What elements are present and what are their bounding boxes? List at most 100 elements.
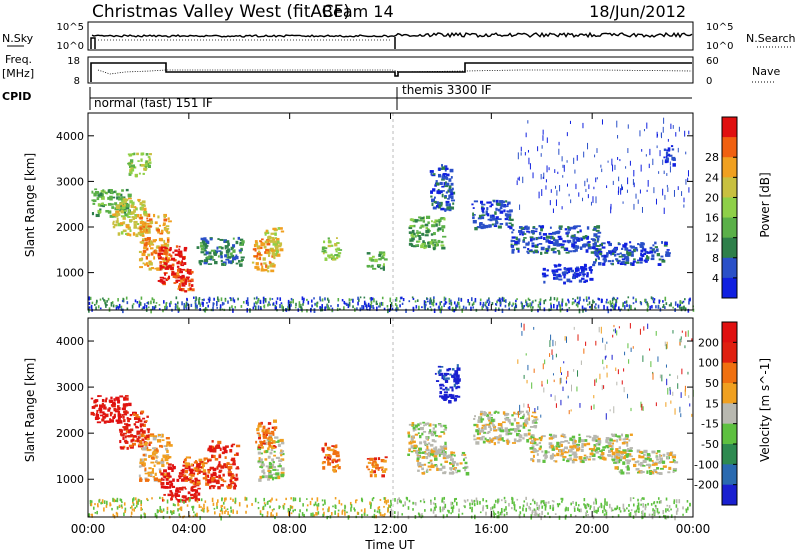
data-cell [444,396,448,400]
data-cell [626,304,628,308]
data-cell [615,451,620,455]
data-cell [562,433,566,436]
data-cell [183,458,187,462]
data-cell [507,419,511,423]
data-cell [581,271,585,274]
data-cell [113,408,117,411]
data-cell [337,466,341,470]
data-cell [540,235,543,240]
data-cell [478,214,483,218]
data-cell [245,510,247,514]
data-cell [254,248,257,252]
data-cell [143,443,148,446]
data-cell [171,485,176,489]
data-cell [192,506,194,511]
data-cell [215,301,218,307]
y-tick-label: 1000 [56,267,84,280]
data-cell [653,511,656,517]
data-cell [497,514,500,519]
data-cell [112,225,116,229]
data-cell [444,185,449,188]
data-cell [413,444,418,448]
data-cell [139,439,143,444]
data-cell [600,504,603,509]
data-cell [131,442,136,446]
data-cell [207,470,211,474]
data-cell [101,402,104,406]
data-cell [193,492,197,496]
data-cell [513,418,517,422]
data-cell [259,475,263,479]
data-cell [624,247,629,251]
data-cell [272,302,275,306]
data-cell [595,247,599,251]
data-cell [115,305,118,310]
data-cell [273,256,276,260]
data-cell [267,469,271,473]
data-cell [439,217,443,220]
data-cell [657,305,660,309]
data-cell [443,471,447,474]
data-cell [528,505,530,510]
data-cell [430,172,433,176]
data-cell [643,248,647,252]
data-cell [219,307,222,311]
data-cell [261,461,264,464]
data-cell [557,441,562,446]
data-cell [573,241,577,244]
data-cell [613,297,616,300]
data-cell [441,193,444,198]
data-cell [442,388,446,391]
data-cell [144,231,149,234]
data-cell [181,284,186,287]
data-cell [532,498,535,501]
data-cell [130,211,135,215]
data-cell [253,243,257,248]
data-cell [262,299,265,304]
data-cell [268,474,273,479]
data-cell [315,511,317,516]
data-cell [306,298,308,301]
data-cell [421,432,424,436]
data-cell [499,223,504,225]
data-cell [198,300,200,305]
data-cell [618,446,621,450]
data-cell [618,186,620,193]
data-cell [463,499,466,502]
data-cell [162,224,166,227]
data-cell [271,458,275,462]
data-cell [239,241,242,245]
data-cell [326,515,329,520]
data-cell [266,265,270,269]
data-cell [560,366,562,373]
data-cell [184,281,187,285]
data-cell [611,301,614,305]
data-cell [448,471,454,475]
data-cell [123,201,127,204]
data-cell [229,449,233,453]
data-cell [596,177,598,180]
data-cell [142,228,146,233]
data-cell [607,308,610,314]
data-cell [101,196,105,200]
data-cell [533,424,538,428]
data-cell [433,308,436,314]
data-cell [226,253,230,257]
data-cell [166,238,170,243]
data-cell [95,301,98,305]
n-search-tick-top: 10^5 [706,22,733,33]
data-cell [116,405,120,408]
data-cell [222,261,227,265]
data-cell [146,415,149,418]
data-cell [143,226,147,230]
data-cell [605,439,608,443]
data-cell [119,395,124,398]
data-cell [279,242,283,246]
data-cell [257,460,262,463]
data-cell [481,426,484,429]
data-cell [144,445,147,449]
data-cell [529,163,531,170]
data-cell [313,297,315,300]
data-cell [527,432,531,436]
